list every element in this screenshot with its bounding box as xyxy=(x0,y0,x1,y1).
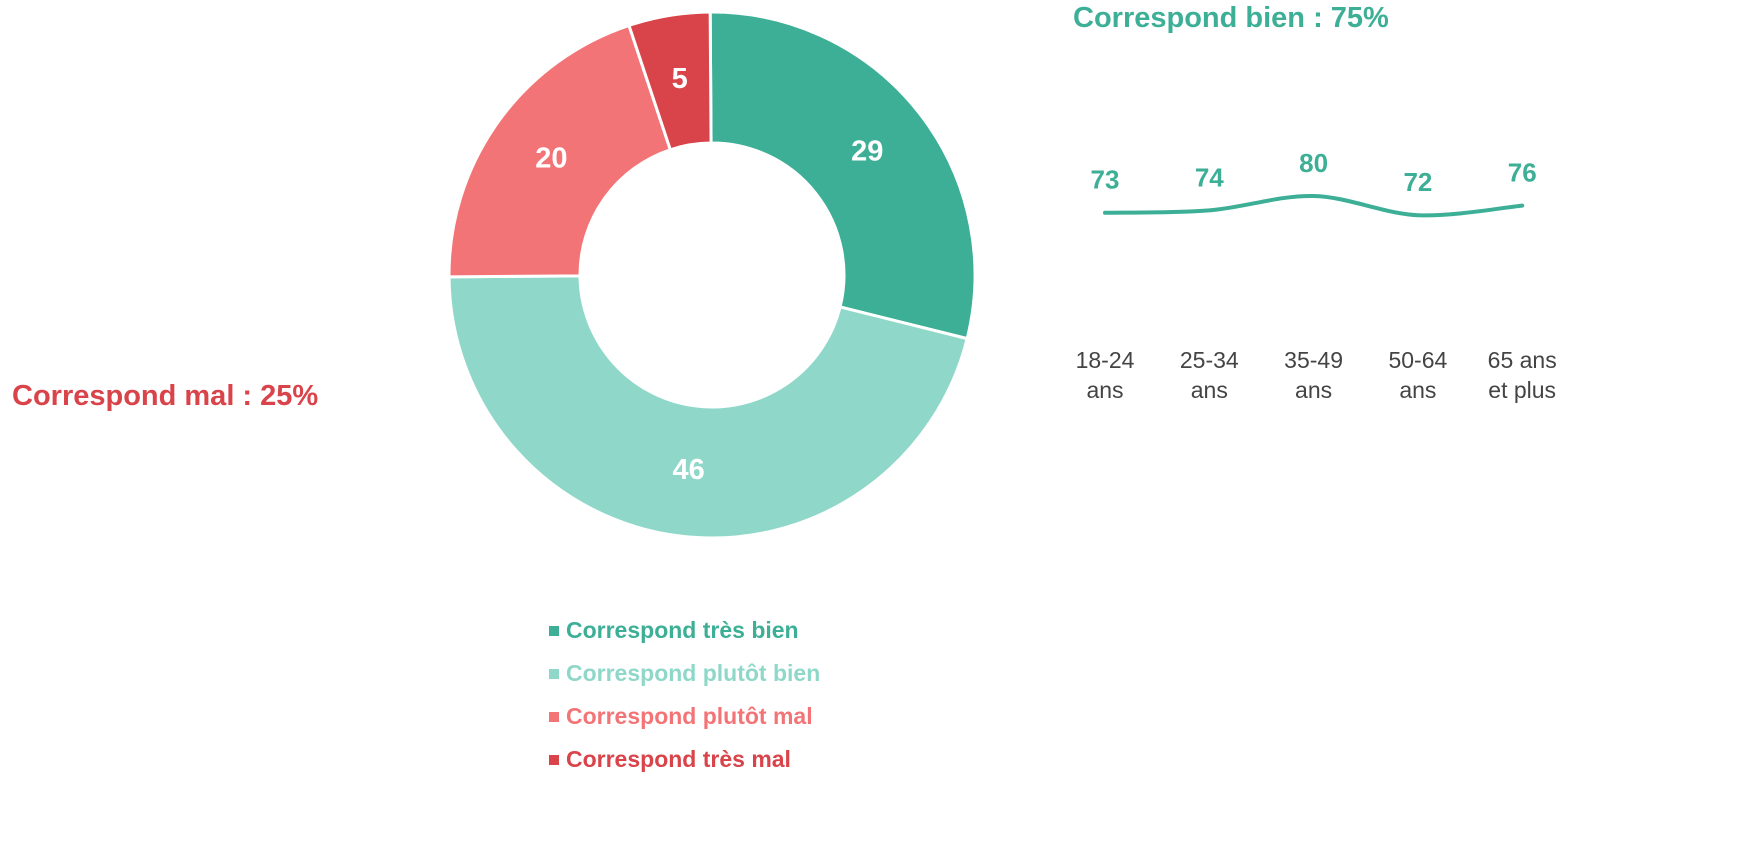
annotation: Correspond mal : 25% xyxy=(12,380,319,412)
legend-label: Correspond plutôt mal xyxy=(566,703,813,729)
legend-label: Correspond très mal xyxy=(566,746,791,772)
data-label: 29 xyxy=(851,136,883,168)
legend-swatch xyxy=(549,712,559,722)
line xyxy=(1103,193,1525,218)
data-label: 74 xyxy=(1195,162,1224,192)
donut-segment xyxy=(447,23,673,279)
data-label: 80 xyxy=(1299,148,1328,178)
donut-segment xyxy=(447,274,970,540)
data-label: 73 xyxy=(1091,165,1120,195)
data-label: 76 xyxy=(1508,157,1537,187)
x-tick-label: 25-34 ans xyxy=(1179,347,1239,403)
legend-swatch xyxy=(549,669,559,679)
x-tick-label: 35-49 ans xyxy=(1284,347,1343,403)
legend-swatch xyxy=(549,626,559,636)
data-label: 20 xyxy=(535,143,567,175)
x-tick-label: 65 ans et plus xyxy=(1487,347,1557,403)
x-tick-label: 50-64 ans xyxy=(1388,347,1448,403)
legend-label: Correspond plutôt bien xyxy=(566,660,820,686)
annotation: Correspond bien : 75% xyxy=(1073,2,1389,34)
donut-segment xyxy=(708,10,977,341)
data-label: 5 xyxy=(672,63,688,95)
legend-label: Correspond très bien xyxy=(566,617,799,643)
data-label: 46 xyxy=(672,454,704,486)
legend-swatch xyxy=(549,755,559,765)
donut-segment xyxy=(627,10,713,152)
data-label: 72 xyxy=(1403,167,1432,197)
x-tick-label: 18-24 ans xyxy=(1075,347,1135,403)
